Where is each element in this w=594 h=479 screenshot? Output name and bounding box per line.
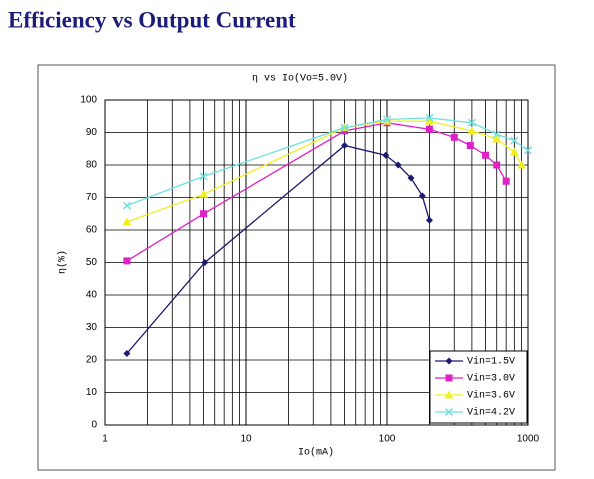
legend-label: Vin=3.0V: [467, 373, 515, 385]
x-tick-label: 1: [102, 434, 108, 445]
y-tick-label: 50: [86, 257, 98, 268]
marker: [510, 136, 519, 145]
y-tick-label: 100: [80, 95, 97, 106]
chart-subtitle: η vs Io(Vo=5.0V): [252, 73, 348, 85]
marker: [482, 151, 490, 159]
y-tick-label: 0: [91, 420, 97, 431]
legend-box: [429, 350, 528, 424]
marker: [122, 201, 131, 210]
page-title: Efficiency vs Output Current: [8, 7, 296, 32]
y-tick-label: 90: [86, 127, 98, 138]
marker: [467, 126, 477, 135]
legend-label: Vin=3.6V: [467, 390, 515, 402]
marker: [492, 130, 501, 139]
marker: [523, 146, 533, 155]
marker: [340, 123, 349, 132]
series-line: [126, 144, 431, 354]
x-tick-label: 10: [240, 434, 252, 445]
marker: [502, 177, 510, 185]
marker: [425, 216, 433, 224]
marker: [199, 172, 208, 181]
marker: [123, 350, 131, 357]
marker: [444, 407, 454, 417]
y-tick-label: 20: [86, 355, 98, 366]
marker: [492, 134, 502, 143]
x-axis-label: Io(mA): [298, 447, 334, 459]
marker: [424, 116, 434, 125]
x-tick-label: 100: [379, 434, 396, 445]
y-tick-label: 70: [86, 192, 98, 203]
marker: [122, 217, 132, 226]
marker: [341, 142, 349, 149]
y-tick-label: 40: [86, 290, 98, 301]
marker: [517, 160, 527, 169]
marker: [445, 357, 453, 365]
y-tick-label: 80: [86, 160, 98, 171]
marker: [450, 133, 458, 141]
y-tick-label: 60: [86, 225, 98, 236]
marker: [199, 189, 209, 198]
marker: [444, 390, 454, 399]
marker: [407, 174, 415, 182]
y-tick-label: 30: [86, 322, 98, 333]
marker: [201, 259, 209, 266]
marker: [382, 151, 390, 159]
marker: [418, 192, 426, 200]
x-tick-label: 1000: [517, 434, 540, 445]
marker: [425, 125, 433, 133]
plot-border: [104, 99, 529, 426]
marker: [467, 118, 476, 127]
y-axis-label: η(%): [57, 250, 69, 274]
marker: [382, 115, 392, 124]
marker: [200, 210, 208, 218]
legend-label: Vin=1.5V: [467, 356, 515, 368]
legend-label: Vin=4.2V: [467, 407, 515, 419]
marker: [123, 257, 131, 265]
marker: [425, 113, 434, 122]
marker: [509, 147, 519, 156]
y-tick-label: 10: [86, 387, 98, 398]
series-line: [126, 122, 507, 262]
marker: [445, 374, 453, 382]
marker: [493, 161, 501, 169]
marker: [394, 161, 402, 169]
marker: [466, 142, 474, 149]
